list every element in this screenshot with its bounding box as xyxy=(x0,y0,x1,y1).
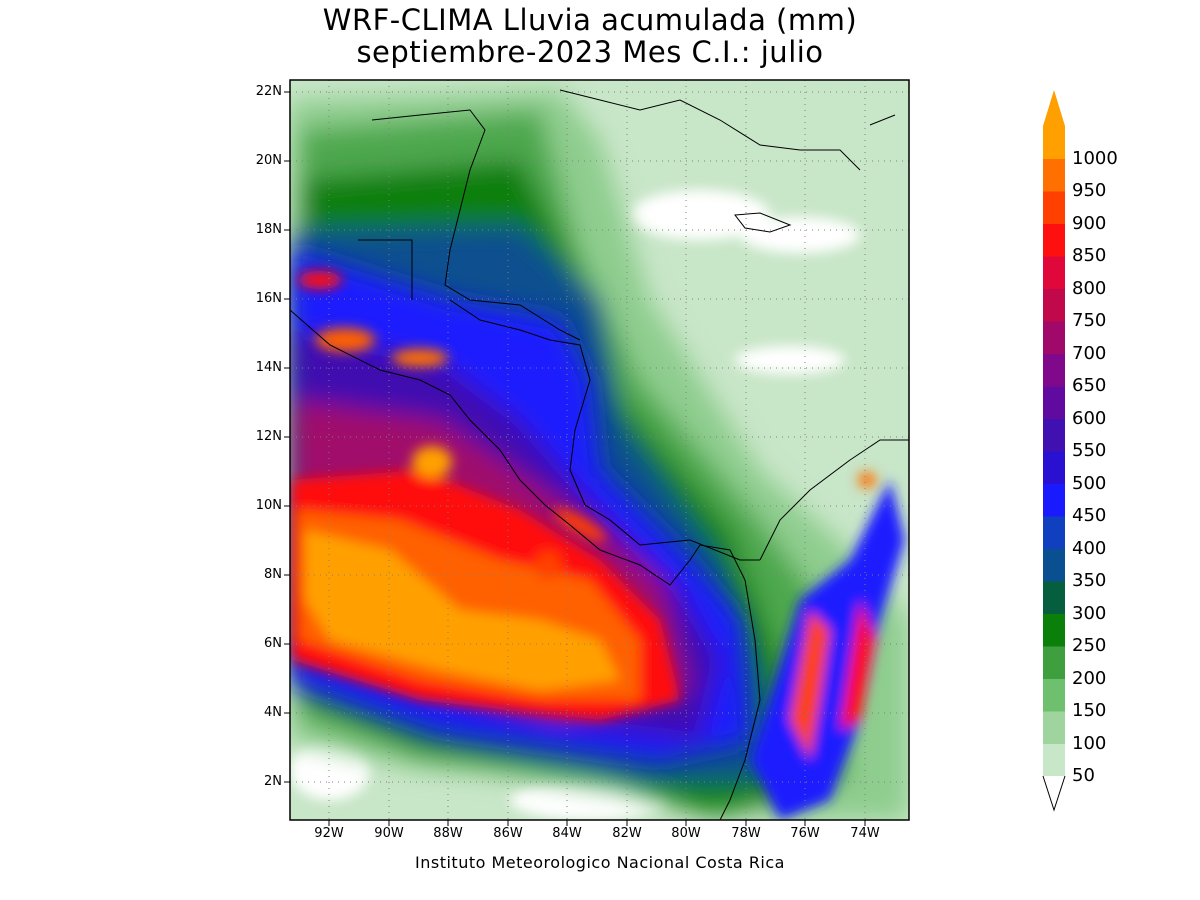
axis-ticks xyxy=(284,91,866,826)
map-title-line2: septiembre-2023 Mes C.I.: julio xyxy=(356,35,824,69)
map-frame xyxy=(289,79,910,821)
colorbar-label: 200 xyxy=(1072,667,1107,689)
colorbar-swatch xyxy=(1043,126,1065,159)
colorbar-label: 800 xyxy=(1072,277,1107,299)
lat-tick-label: 6N xyxy=(264,636,282,651)
colorbar-swatch xyxy=(1043,191,1065,224)
colorbar-label: 50 xyxy=(1072,765,1095,786)
lat-tick-label: 14N xyxy=(255,360,282,375)
colorbar-label: 900 xyxy=(1072,212,1107,234)
colorbar-swatch xyxy=(1043,418,1065,452)
colorbar-swatch xyxy=(1043,353,1065,387)
lat-tick-label: 16N xyxy=(255,291,282,306)
credit-text: Instituto Meteorologico Nacional Costa R… xyxy=(415,853,785,872)
lon-tick-label: 82W xyxy=(612,826,642,841)
lon-tick-label: 90W xyxy=(374,826,404,841)
colorbar-label: 850 xyxy=(1072,245,1107,266)
colorbar-swatch xyxy=(1043,613,1065,647)
colorbar-label: 350 xyxy=(1072,570,1107,591)
colorbar-swatch xyxy=(1043,451,1065,484)
lon-tick-label: 86W xyxy=(493,826,523,841)
lat-tick-label: 20N xyxy=(255,153,282,168)
colorbar-extend-low xyxy=(1042,775,1066,812)
lon-tick-label: 80W xyxy=(671,826,701,841)
colorbar-label: 150 xyxy=(1072,700,1107,721)
colorbar-label: 550 xyxy=(1072,440,1107,461)
lon-tick-label: 84W xyxy=(552,826,582,841)
colorbar-swatch xyxy=(1043,678,1065,712)
colorbar-label: 600 xyxy=(1072,407,1107,429)
colorbar-swatch xyxy=(1043,581,1065,614)
colorbar-label: 650 xyxy=(1072,375,1107,396)
rainfall-field xyxy=(290,80,909,820)
colorbar-swatch xyxy=(1043,711,1065,744)
lat-tick-label: 8N xyxy=(264,567,282,582)
coastlines xyxy=(290,89,909,820)
colorbar-swatch xyxy=(1043,256,1065,289)
colorbar-label: 700 xyxy=(1072,342,1107,364)
colorbar-swatch xyxy=(1043,516,1065,549)
colorbar-label: 300 xyxy=(1072,602,1107,624)
lon-tick-label: 78W xyxy=(731,826,761,841)
colorbar-swatch xyxy=(1043,288,1065,322)
colorbar-label: 250 xyxy=(1072,635,1107,656)
colorbar-swatch xyxy=(1043,743,1065,777)
colorbar-label: 100 xyxy=(1072,732,1107,754)
lat-tick-label: 12N xyxy=(255,429,282,444)
colorbar-swatch xyxy=(1043,483,1065,517)
colorbar-swatch xyxy=(1043,386,1065,419)
lat-tick-label: 2N xyxy=(264,774,282,789)
lon-tick-label: 74W xyxy=(850,826,880,841)
colorbar-label: 400 xyxy=(1072,537,1107,559)
colorbar-label: 750 xyxy=(1072,310,1107,331)
colorbar-swatch xyxy=(1043,158,1065,192)
map-title-line1: WRF-CLIMA Lluvia acumulada (mm) xyxy=(322,3,858,37)
colorbar-extend-high xyxy=(1043,90,1065,126)
lat-tick-label: 10N xyxy=(255,498,282,513)
lat-tick-label: 18N xyxy=(255,222,282,237)
colorbar-swatch xyxy=(1043,321,1065,354)
lon-tick-label: 88W xyxy=(433,826,463,841)
colorbar-swatch xyxy=(1043,223,1065,257)
lat-tick-label: 22N xyxy=(255,84,282,99)
colorbar-label: 1000 xyxy=(1072,147,1118,169)
colorbar-swatch xyxy=(1043,646,1065,679)
lon-tick-label: 92W xyxy=(314,826,344,841)
colorbar-label: 450 xyxy=(1072,505,1107,526)
colorbar-label: 500 xyxy=(1072,472,1107,494)
colorbar xyxy=(1042,90,1066,812)
lat-tick-label: 4N xyxy=(264,705,282,720)
lon-tick-label: 76W xyxy=(790,826,820,841)
colorbar-label: 950 xyxy=(1072,180,1107,201)
colorbar-swatch xyxy=(1043,548,1065,582)
